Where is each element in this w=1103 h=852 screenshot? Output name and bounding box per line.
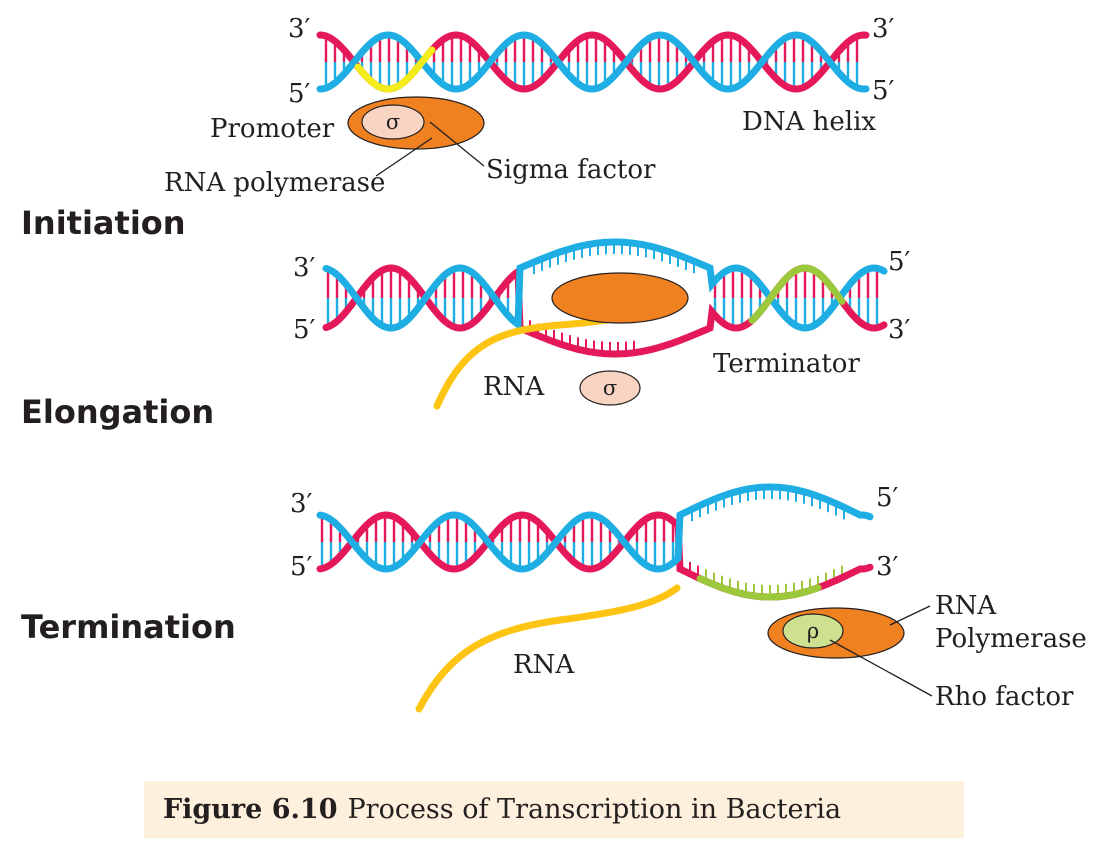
terminator-region-3 xyxy=(696,575,822,601)
promoter-region xyxy=(354,46,436,93)
caption-box xyxy=(144,781,964,838)
rna-label-2: RNA xyxy=(483,372,545,402)
figure-caption: Figure 6.10 Process of Transcription in B… xyxy=(163,794,841,825)
sigma-factor-released xyxy=(579,370,641,406)
rho-symbol: ρ xyxy=(807,619,819,643)
rna-polymerase-label: RNA polymerase xyxy=(164,168,385,198)
rna-polymerase-label-3-line2: Polymerase xyxy=(935,624,1087,654)
end-label-3prime-left-3: 3′ xyxy=(290,489,313,519)
dna-helix-2 xyxy=(322,238,888,358)
end-label-5prime-left: 5′ xyxy=(288,79,311,109)
end-label-3prime-right-3: 3′ xyxy=(876,552,899,582)
end-label-5prime-right-2: 5′ xyxy=(888,247,911,277)
rho-factor-label: Rho factor xyxy=(935,682,1074,712)
dna-helix-label: DNA helix xyxy=(742,107,876,137)
end-label-5prime-right: 5′ xyxy=(872,76,895,106)
end-label-3prime-right-2: 3′ xyxy=(888,315,911,345)
dna-strand-blue xyxy=(322,238,888,332)
stage-label-elongation: Elongation xyxy=(21,393,214,431)
dna-helix-3 xyxy=(316,483,874,601)
rho-factor xyxy=(782,613,844,649)
dna-strand-blue xyxy=(316,31,870,93)
rna-strand-3 xyxy=(415,584,681,713)
rna-label-3: RNA xyxy=(513,650,575,680)
sigma-factor-1 xyxy=(361,104,425,140)
rna-polymerase-2 xyxy=(551,272,689,324)
panel-termination: ρ 3′ 5′ 5′ 3′ RNA RNA Polymerase Rho fac… xyxy=(21,483,1087,713)
terminator-label: Terminator xyxy=(713,349,860,379)
rna-polymerase-label-3-line1: RNA xyxy=(935,591,997,621)
dna-strand-blue xyxy=(316,483,874,573)
promoter-label: Promoter xyxy=(210,114,335,144)
sigma-symbol-1: σ xyxy=(386,110,400,134)
sigma-symbol-2: σ xyxy=(603,376,617,400)
stage-label-termination: Termination xyxy=(21,608,236,646)
sigma-leader-line xyxy=(429,121,485,167)
polymerase-leader-line xyxy=(375,137,433,177)
stage-label-initiation: Initiation xyxy=(21,204,186,242)
rho-leader-line xyxy=(829,639,933,697)
end-label-5prime-right-3: 5′ xyxy=(876,483,899,513)
polymerase-leader-line-3 xyxy=(889,605,931,626)
end-label-5prime-left-2: 5′ xyxy=(293,315,316,345)
end-label-3prime-left: 3′ xyxy=(288,14,311,44)
sigma-factor-label: Sigma factor xyxy=(486,155,656,185)
end-label-3prime-right: 3′ xyxy=(872,14,895,44)
figure-number: Figure 6.10 xyxy=(163,794,338,825)
panel-initiation: 3′ 5′ 3′ 5′ σ Promoter RNA polymerase Si… xyxy=(21,14,895,242)
panel-elongation: σ 3′ 5′ 5′ 3′ RNA Terminator Elongation xyxy=(21,238,911,431)
terminator-region xyxy=(748,264,846,324)
end-label-3prime-left-2: 3′ xyxy=(293,253,316,283)
end-label-5prime-left-3: 5′ xyxy=(290,552,313,582)
figure-title: Process of Transcription in Bacteria xyxy=(347,794,842,825)
